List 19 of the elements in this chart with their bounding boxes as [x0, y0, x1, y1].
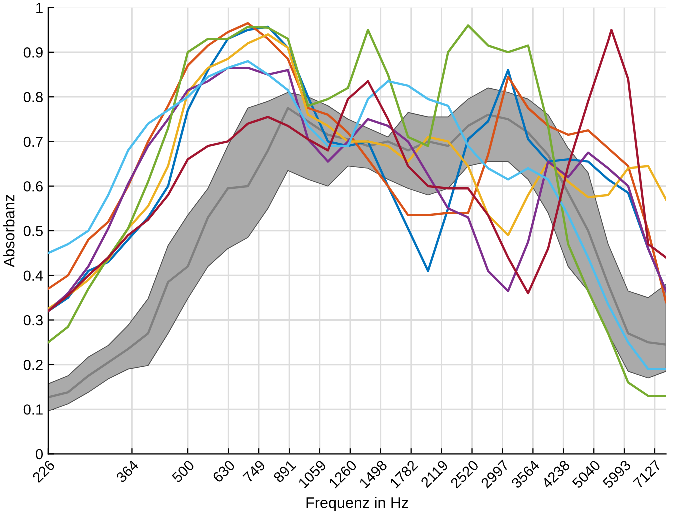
- x-axis-title: Frequenz in Hz: [306, 497, 408, 512]
- x-tick-label: 749: [242, 460, 266, 484]
- y-tick-label: 0.7: [24, 136, 43, 148]
- y-tick-label: 0.2: [24, 360, 43, 370]
- y-tick-label: 0.6: [24, 181, 43, 192]
- y-tick-label: 0.9: [24, 48, 43, 58]
- x-tick-label: 500: [171, 460, 196, 484]
- y-tick-label: 0.8: [24, 92, 43, 103]
- y-tick-label: 0: [36, 449, 44, 460]
- x-tick-label: 630: [212, 460, 236, 484]
- y-tick-label: 0.4: [24, 270, 44, 282]
- y-tick-label: 0.1: [24, 404, 43, 415]
- x-tick-label: 891: [273, 460, 297, 484]
- y-tick-label: 1: [36, 3, 43, 14]
- x-tick-label: 226: [32, 460, 56, 484]
- x-tick-label: 364: [116, 460, 140, 484]
- y-axis-title: Absorbanz: [4, 195, 15, 268]
- y-tick-label: 0.3: [24, 315, 43, 326]
- y-tick-label: 0.5: [24, 226, 43, 236]
